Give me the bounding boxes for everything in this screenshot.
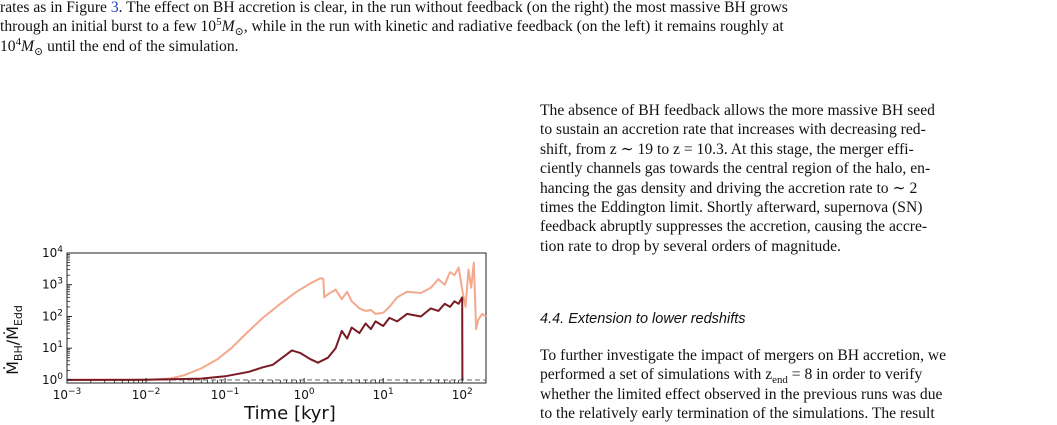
y-tick-label: 100 [42, 372, 63, 387]
right-paragraph-2: To further investigate the impact of mer… [540, 346, 1055, 424]
top-paragraph: rates as in Figure 3. The effect on BH a… [0, 0, 1057, 58]
y-axis-label-text: ṀBH/ṀEdd [3, 305, 25, 375]
y-tick-label: 101 [42, 340, 63, 355]
series-line-2 [66, 296, 464, 381]
x-tick-label: 10−3 [53, 387, 82, 402]
y-tick-label: 103 [42, 277, 63, 292]
x-tick-label: 100 [294, 387, 315, 402]
y-axis-label: ṀBH/ṀEdd [3, 305, 25, 375]
x-tick-label: 102 [452, 387, 473, 402]
rp2-line-2b: = 8 in order to verify [787, 366, 923, 384]
y-tick-label: 102 [42, 308, 63, 323]
sun-icon-2: ⊙ [34, 45, 44, 58]
figure-link[interactable]: 3 [110, 0, 119, 16]
rp1-line: ciently channels gas towards the central… [540, 160, 931, 178]
rp2-line-2a: performed a set of simulations with z [540, 366, 773, 384]
z-end-subscript: end [772, 374, 788, 387]
accretion-rate-chart: 10−3 10−2 10−1 100 101 102 100 101 102 103 104 Tim… [3, 245, 487, 424]
rp2-line: To further investigate the impact of mer… [540, 347, 947, 364]
series-line-1 [66, 261, 487, 381]
exponent-4: 4 [15, 35, 22, 48]
rp2-line: to the relatively early termination of t… [540, 405, 935, 423]
x-tick-label: 10−1 [211, 387, 240, 402]
rp1-line: shift, from z ∼ 19 to z = 10.3. At this … [540, 140, 914, 158]
plot-area: 10−3 10−2 10−1 100 101 102 100 101 102 103 104 [42, 245, 487, 402]
section-heading: 4.4. Extension to lower redshifts [540, 311, 746, 327]
top-text-1: rates as in Figure [0, 0, 111, 16]
rp2-line: performed a set of simulations with zend… [540, 365, 1055, 387]
x-tick-label: 10−2 [132, 387, 161, 402]
top-text-4: , while in the run with kinetic and radi… [243, 18, 784, 36]
right-paragraph-1: The absence of BH feedback allows the mo… [540, 101, 1055, 256]
rp1-line: The absence of BH feedback allows the mo… [540, 102, 935, 119]
rp1-line: to sustain an accretion rate that increa… [540, 121, 926, 139]
top-text-2: . The effect on BH accretion is clear, i… [118, 0, 788, 16]
x-axis-label: Time [kyr] [243, 403, 336, 424]
solar-mass-symbol-2: M [21, 37, 35, 55]
top-text-6: until the end of the simulation. [43, 37, 239, 55]
exponent-5: 5 [216, 16, 222, 29]
rp1-line: times the Eddington limit. Shortly after… [540, 199, 923, 217]
sun-icon: ⊙ [234, 26, 244, 39]
rp1-line: tion rate to drop by several orders of m… [540, 237, 841, 255]
solar-mass-symbol: M [221, 18, 235, 36]
top-text-3: through an initial burst to a few 10 [0, 18, 217, 36]
rp1-line: feedback abruptly suppresses the accreti… [540, 218, 928, 236]
top-text-5: 10 [0, 37, 16, 55]
plot-frame [66, 252, 487, 384]
rp2-line: whether the limited effect observed in t… [540, 385, 943, 403]
y-tick-label: 104 [42, 245, 63, 260]
rp1-line: hancing the gas density and driving the … [540, 179, 918, 197]
x-tick-label: 101 [373, 387, 394, 402]
